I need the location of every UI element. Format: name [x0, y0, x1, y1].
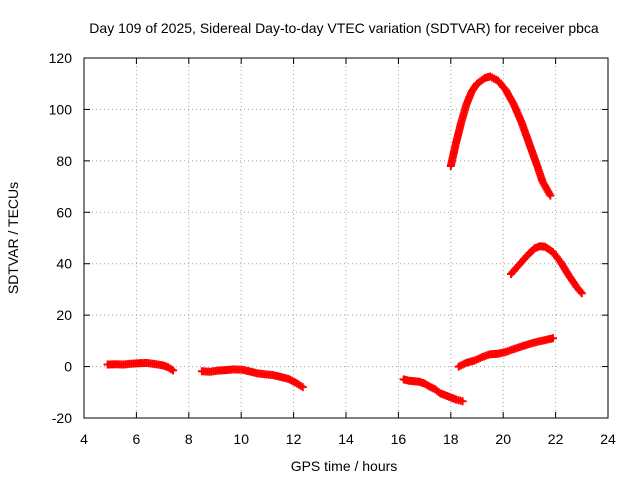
data-series-arc-5 [446, 72, 555, 200]
data-series-arc-2 [197, 365, 307, 392]
y-axis-label: SDTVAR / TECUs [5, 182, 21, 294]
y-tick-label: 0 [64, 359, 72, 375]
data-point [548, 334, 557, 343]
x-tick-label: 10 [233, 431, 249, 447]
series-layer [103, 72, 586, 406]
x-axis-label: GPS time / hours [291, 458, 398, 474]
data-series-arc-3 [399, 375, 467, 406]
data-point [169, 366, 178, 375]
data-point [298, 383, 307, 392]
y-tick-label: 80 [56, 153, 72, 169]
x-tick-label: 22 [548, 431, 564, 447]
x-tick-label: 18 [443, 431, 459, 447]
x-tick-label: 20 [495, 431, 511, 447]
data-point [577, 289, 586, 298]
chart-title: Day 109 of 2025, Sidereal Day-to-day VTE… [89, 20, 599, 36]
y-tick-label: 60 [56, 204, 72, 220]
data-point [576, 287, 585, 296]
data-series-arc-4 [454, 334, 557, 371]
y-tick-label: 20 [56, 307, 72, 323]
x-tick-label: 12 [286, 431, 302, 447]
y-tick-label: 100 [49, 101, 73, 117]
y-tick-label: -20 [52, 410, 72, 426]
x-tick-label: 8 [185, 431, 193, 447]
data-point [458, 397, 467, 406]
data-series-arc-6 [507, 242, 586, 298]
y-tick-label: 40 [56, 256, 72, 272]
axis-ticks: 4 6 8 10 12 14 16 18 20 22 24 -20 0 20 40 60 80 100 120 [49, 50, 616, 447]
x-tick-label: 4 [80, 431, 88, 447]
x-tick-label: 24 [600, 431, 616, 447]
x-tick-label: 14 [338, 431, 354, 447]
data-point [546, 191, 555, 200]
x-tick-label: 16 [391, 431, 407, 447]
y-tick-label: 120 [49, 50, 73, 66]
data-series-arc-1 [103, 358, 178, 375]
x-tick-label: 6 [133, 431, 141, 447]
